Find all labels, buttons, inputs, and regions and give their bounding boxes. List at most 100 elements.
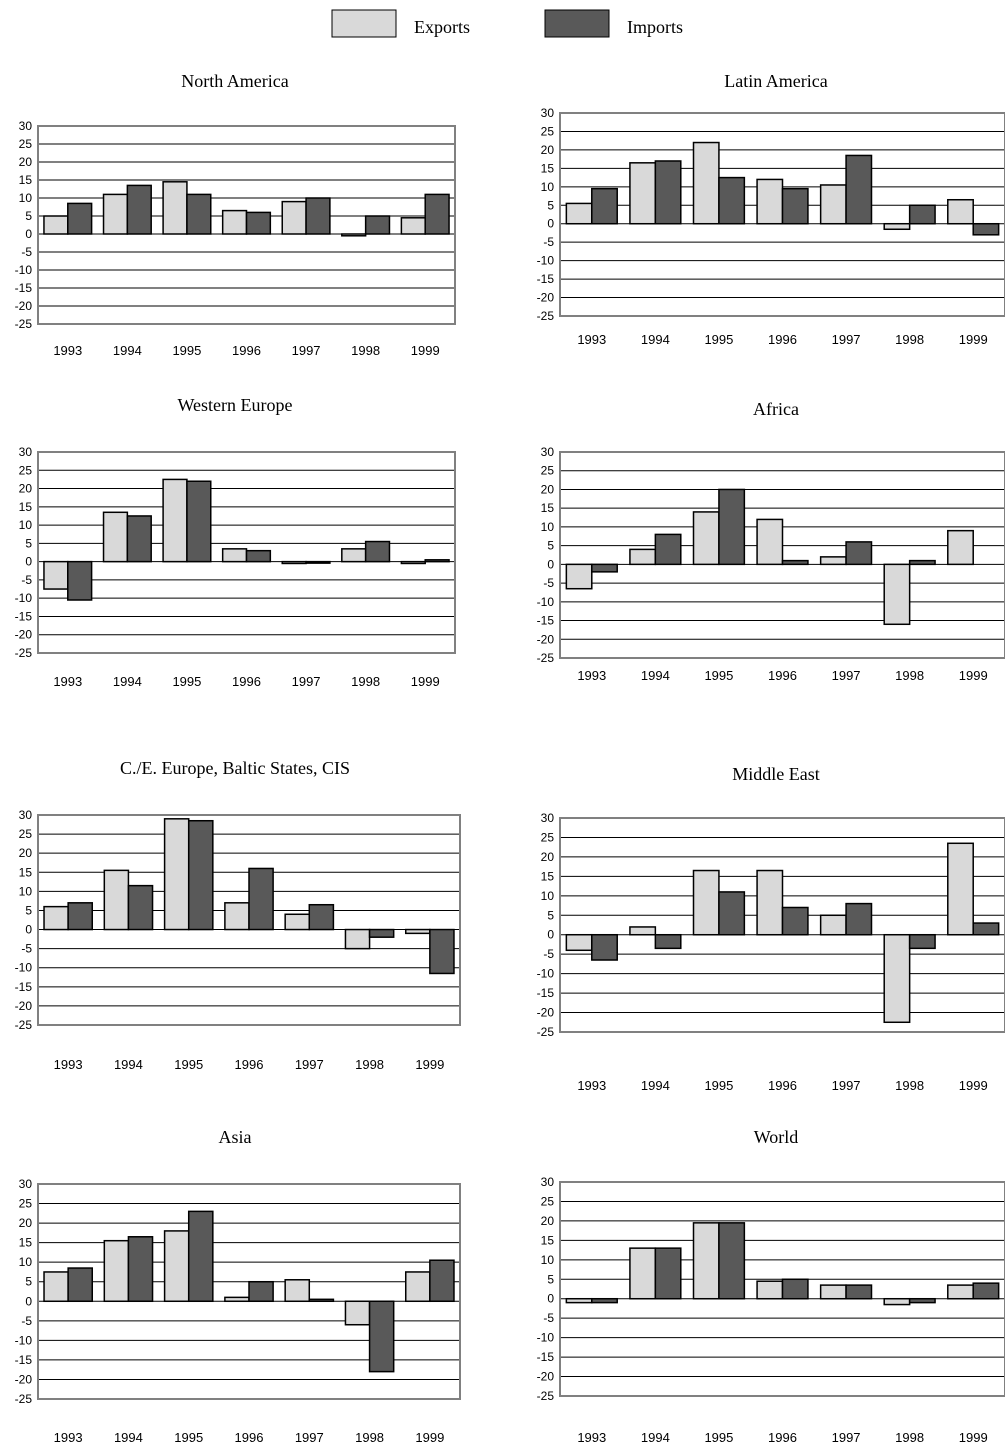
bar-imports — [245, 211, 272, 235]
bar-imports — [718, 1222, 746, 1300]
bar-imports — [127, 884, 154, 931]
bar-exports — [819, 556, 847, 566]
y-tick-label: 5 — [25, 209, 32, 223]
bar-exports — [404, 1271, 431, 1303]
chart-title: C./E. Europe, Baltic States, CIS — [120, 758, 350, 778]
bar-exports — [819, 1284, 847, 1300]
y-tick-label: -25 — [15, 1392, 33, 1406]
bar-exports — [947, 1284, 974, 1300]
bar-imports — [248, 1280, 274, 1303]
y-tick-label: 20 — [19, 482, 33, 496]
y-tick-label: 5 — [547, 908, 554, 922]
bar-exports — [163, 1230, 190, 1303]
y-tick-label: -20 — [537, 1370, 555, 1384]
bar-exports — [400, 217, 426, 235]
x-tick-label: 1993 — [577, 332, 606, 347]
bar-exports — [281, 200, 307, 235]
plot-frame — [37, 1183, 461, 1400]
y-tick-label: -25 — [537, 651, 555, 665]
x-tick-label: 1999 — [959, 1430, 988, 1445]
y-tick-label: -20 — [15, 999, 33, 1013]
y-tick-label: 25 — [541, 830, 555, 844]
y-tick-label: -5 — [543, 576, 554, 590]
x-tick-label: 1996 — [235, 1430, 264, 1445]
x-tick-label: 1999 — [959, 1078, 988, 1093]
legend-label-imports: Imports — [627, 17, 683, 37]
bar-imports — [308, 903, 335, 931]
y-tick-label: 25 — [541, 464, 555, 478]
bar-imports — [591, 1297, 618, 1304]
x-tick-label: 1994 — [114, 1430, 143, 1445]
bar-exports — [284, 913, 311, 931]
bar-exports — [43, 1271, 69, 1303]
bar-imports — [718, 176, 746, 225]
bar-imports — [368, 1300, 395, 1373]
bar-exports — [565, 933, 593, 952]
y-tick-label: 30 — [19, 119, 33, 133]
x-tick-label: 1998 — [355, 1057, 384, 1072]
y-tick-label: -5 — [543, 947, 554, 961]
y-tick-label: -25 — [537, 1389, 555, 1403]
y-tick-label: -15 — [15, 609, 33, 623]
y-tick-label: 5 — [25, 536, 32, 550]
x-tick-label: 1994 — [641, 1430, 670, 1445]
y-tick-label: -5 — [543, 1311, 554, 1325]
y-tick-label: 30 — [541, 1175, 555, 1189]
bar-imports — [845, 154, 873, 225]
y-tick-label: 25 — [19, 827, 33, 841]
y-tick-label: 0 — [25, 1294, 32, 1308]
bar-imports — [781, 1278, 809, 1300]
y-tick-label: -10 — [15, 1333, 33, 1347]
bar-imports — [654, 933, 682, 950]
bar-imports — [67, 560, 93, 601]
bar-imports — [591, 187, 618, 225]
bar-exports — [162, 181, 188, 235]
y-tick-label: 10 — [541, 1253, 555, 1267]
x-tick-label: 1998 — [355, 1430, 384, 1445]
x-tick-label: 1993 — [53, 343, 82, 358]
bar-exports — [692, 869, 720, 936]
bar-exports — [103, 869, 130, 931]
y-tick-label: -25 — [15, 317, 33, 331]
bar-exports — [102, 511, 129, 563]
bar-exports — [565, 1297, 593, 1304]
plot-frame — [559, 451, 1005, 659]
y-tick-label: 15 — [541, 869, 555, 883]
x-tick-label: 1999 — [415, 1430, 444, 1445]
y-tick-label: -10 — [537, 1331, 555, 1345]
bar-imports — [972, 1282, 1000, 1300]
x-tick-label: 1997 — [832, 1430, 861, 1445]
bar-exports — [883, 563, 911, 626]
x-tick-label: 1999 — [415, 1057, 444, 1072]
bar-imports — [845, 541, 873, 566]
bar-imports — [368, 928, 395, 938]
x-tick-label: 1997 — [832, 668, 861, 683]
bar-exports — [224, 902, 250, 931]
bar-exports — [629, 548, 657, 566]
bar-imports — [972, 222, 1000, 236]
x-tick-label: 1995 — [174, 1057, 203, 1072]
x-tick-label: 1995 — [704, 1430, 733, 1445]
bar-exports — [819, 914, 847, 936]
y-tick-label: -5 — [21, 245, 32, 259]
y-tick-label: -20 — [15, 628, 33, 642]
bar-exports — [341, 233, 367, 237]
bar-imports — [248, 867, 274, 931]
bar-exports — [43, 905, 69, 931]
bar-exports — [162, 478, 188, 563]
y-tick-label: 30 — [541, 445, 555, 459]
y-tick-label: 15 — [541, 1233, 555, 1247]
y-tick-label: 30 — [541, 106, 555, 120]
plot-frame — [559, 1181, 1005, 1397]
bar-imports — [126, 515, 152, 563]
y-tick-label: 5 — [25, 1275, 32, 1289]
bar-imports — [718, 891, 746, 936]
x-tick-label: 1996 — [232, 674, 261, 689]
bar-exports — [281, 560, 307, 565]
y-tick-label: -5 — [21, 1314, 32, 1328]
y-tick-label: 15 — [19, 500, 33, 514]
x-tick-label: 1994 — [113, 674, 142, 689]
y-tick-label: -25 — [537, 309, 555, 323]
chart-title: Western Europe — [177, 395, 292, 415]
